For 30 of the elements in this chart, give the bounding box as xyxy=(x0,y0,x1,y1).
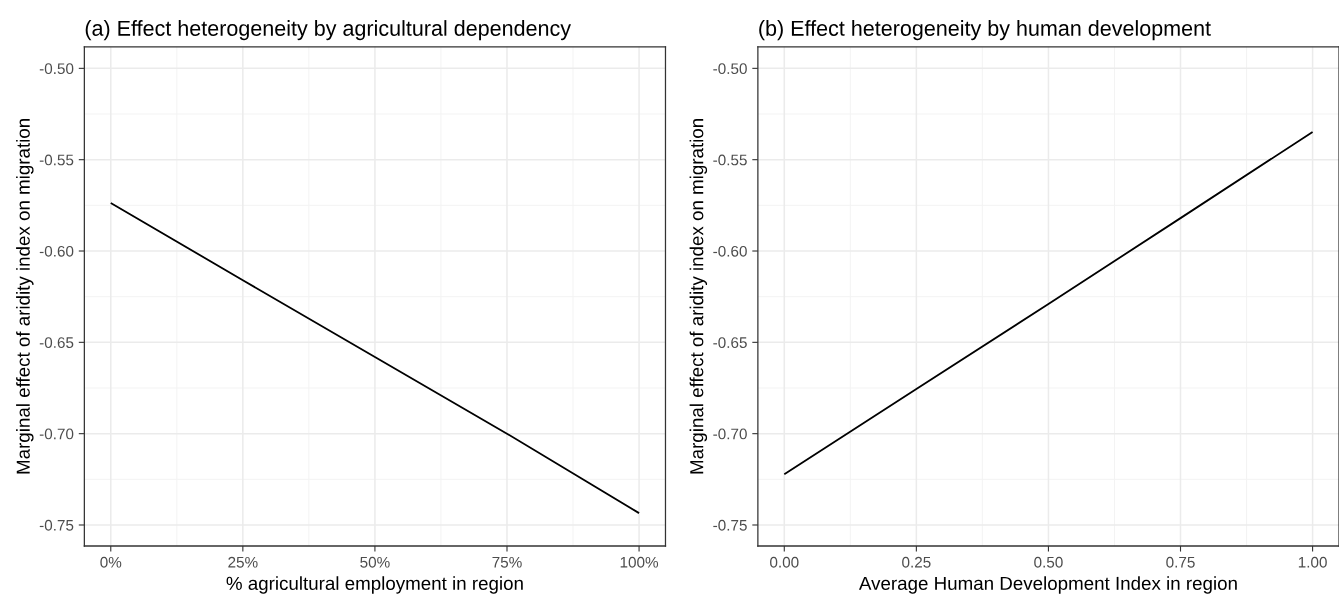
y-axis-title: Marginal effect of aridity index on migration xyxy=(689,119,708,474)
x-tick-label: 0.25 xyxy=(902,556,931,568)
x-tick-label: 0.75 xyxy=(1166,556,1195,568)
y-tick-label: -0.75 xyxy=(39,519,74,531)
chart-title: (a) Effect heterogeneity by agricultural dependency xyxy=(85,20,571,41)
y-tick-label: -0.70 xyxy=(713,428,747,440)
line-series xyxy=(109,202,640,515)
x-tick-label: 25% xyxy=(228,556,258,568)
y-tick-label: -0.60 xyxy=(39,245,74,257)
y-tick-label: -0.75 xyxy=(713,519,747,531)
x-tick-label: 75% xyxy=(492,556,522,568)
y-tick-label: -0.65 xyxy=(713,337,747,349)
x-tick-label: 50% xyxy=(360,556,390,568)
x-tick-label: 0% xyxy=(100,556,122,568)
x-tick-label: 0.00 xyxy=(770,556,799,568)
x-tick-label: 1.00 xyxy=(1298,556,1327,568)
y-axis-title: Marginal effect of aridity index on migration xyxy=(16,119,34,474)
line-series xyxy=(783,131,1314,476)
y-tick-label: -0.55 xyxy=(713,154,747,166)
y-tick-label: -0.65 xyxy=(39,337,74,349)
chart-title: (b) Effect heterogeneity by human development xyxy=(759,20,1211,41)
x-tick-label: 0.50 xyxy=(1034,556,1063,568)
x-axis-title: % agricultural employment in region xyxy=(226,576,523,594)
y-tick-label: -0.50 xyxy=(713,63,747,75)
y-tick-label: -0.55 xyxy=(39,154,74,166)
y-tick-label: -0.60 xyxy=(713,245,747,257)
y-tick-label: -0.70 xyxy=(39,428,74,440)
x-axis-title: Average Human Development Index in region xyxy=(858,576,1237,594)
y-tick-label: -0.50 xyxy=(39,63,74,75)
x-tick-label: 100% xyxy=(620,556,659,568)
